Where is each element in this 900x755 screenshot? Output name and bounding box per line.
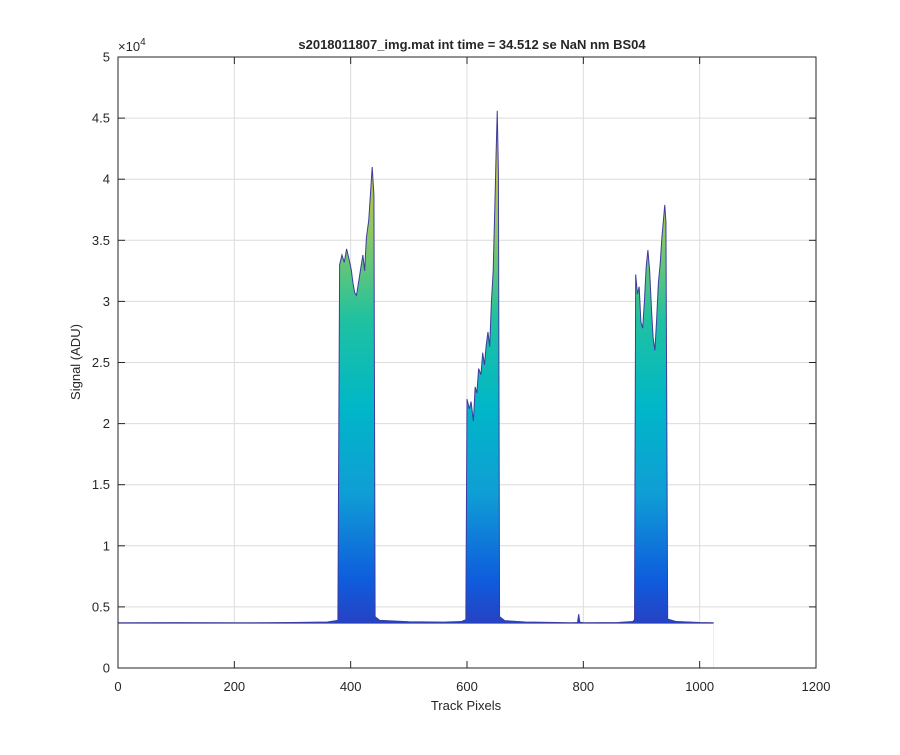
data-layer — [117, 110, 714, 668]
x-axis-label: Track Pixels — [431, 698, 502, 713]
x-tick-label: 1000 — [685, 679, 714, 694]
y-tick-label: 4.5 — [92, 111, 110, 126]
y-tick-label: 3 — [103, 294, 110, 309]
labels: s2018011807_img.mat int time = 34.512 se… — [68, 37, 646, 713]
x-tick-label: 400 — [340, 679, 362, 694]
series-area — [118, 110, 714, 668]
chart-title: s2018011807_img.mat int time = 34.512 se… — [298, 37, 646, 52]
y-exponent-power: 4 — [140, 37, 146, 48]
y-exponent-label: ×104 — [118, 37, 146, 54]
y-tick-label: 0.5 — [92, 599, 110, 614]
series-line — [117, 110, 714, 624]
y-tick-label: 5 — [103, 50, 110, 65]
y-tick-label: 4 — [103, 172, 110, 187]
x-tick-label: 600 — [456, 679, 478, 694]
x-tick-label: 1200 — [802, 679, 831, 694]
y-tick-label: 3.5 — [92, 233, 110, 248]
y-axis-label: Signal (ADU) — [68, 324, 83, 400]
y-tick-label: 0 — [103, 661, 110, 676]
x-tick-label: 800 — [572, 679, 594, 694]
y-tick-label: 2.5 — [92, 355, 110, 370]
y-exponent-base: ×10 — [118, 39, 140, 54]
x-tick-label: 200 — [223, 679, 245, 694]
x-tick-label: 0 — [114, 679, 121, 694]
baseline-mask — [118, 623, 714, 668]
y-tick-label: 1 — [103, 538, 110, 553]
axes: 0 200 400 600 800 1000 1200 0 0.5 1 1.5 2 2.5 3 3.5 4 4.… — [92, 50, 831, 695]
axes-box — [117, 56, 817, 669]
y-tick-label: 1.5 — [92, 477, 110, 492]
y-tick-label: 2 — [103, 416, 110, 431]
